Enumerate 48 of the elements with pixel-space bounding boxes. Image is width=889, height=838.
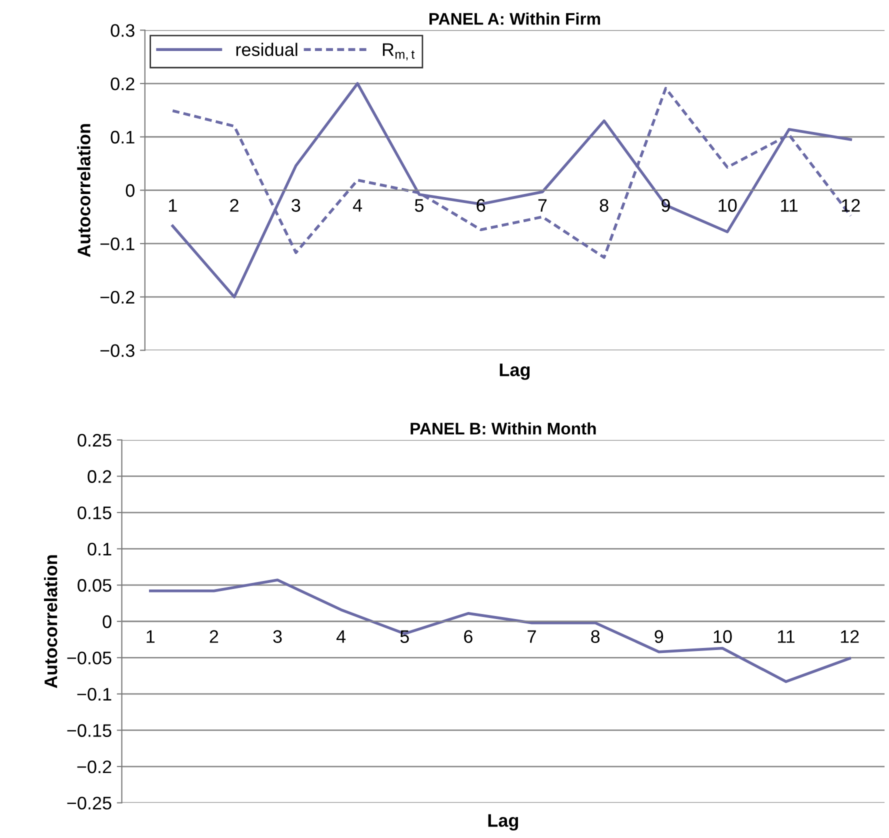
- y-tick-label: 0.1: [88, 542, 112, 556]
- x-tick-label: 4: [336, 630, 346, 643]
- x-tick-label: 8: [600, 199, 608, 212]
- y-tick-label: 0.25: [78, 434, 112, 447]
- y-tick-label: −0.25: [67, 796, 112, 810]
- legend-label: residual: [236, 42, 298, 56]
- y-tick-label: −0.2: [100, 290, 134, 304]
- y-axis-title: Autocorrelation: [77, 124, 90, 257]
- y-tick-label: 0.3: [110, 24, 134, 37]
- x-tick-label: 10: [718, 199, 737, 212]
- x-tick-label: 1: [146, 630, 155, 643]
- y-tick-label: −0.2: [77, 760, 112, 774]
- y-tick-label: 0.1: [110, 130, 134, 144]
- y-tick-label: 0.05: [78, 579, 112, 592]
- y-tick-label: −0.1: [77, 688, 112, 701]
- x-tick-label: 3: [273, 630, 282, 643]
- x-tick-label: 2: [210, 630, 218, 643]
- y-tick-label: −0.15: [67, 724, 112, 737]
- x-tick-label: 12: [842, 199, 860, 212]
- x-axis-title: Lag: [488, 814, 518, 831]
- y-tick-label: 0.2: [110, 77, 134, 90]
- chart-title: PANEL B: Within Month: [410, 422, 596, 435]
- y-tick-label: −0.1: [100, 238, 134, 250]
- y-tick-label: 0: [126, 184, 134, 197]
- x-tick-label: 7: [538, 199, 547, 212]
- legend-label: R$_{m,t}$: [382, 43, 415, 60]
- x-tick-label: 11: [778, 630, 795, 643]
- x-tick-label: 11: [781, 199, 798, 212]
- y-tick-label: 0: [102, 615, 112, 628]
- x-tick-label: 5: [414, 199, 424, 212]
- y-tick-label: 0.2: [88, 470, 112, 483]
- x-tick-label: 7: [528, 630, 536, 643]
- x-tick-label: 1: [169, 199, 177, 212]
- x-tick-label: 2: [230, 199, 238, 212]
- x-axis-title: Lag: [500, 364, 530, 380]
- chart-title: PANEL A: Within Firm: [430, 12, 600, 25]
- x-tick-label: 5: [400, 630, 409, 643]
- x-tick-label: 8: [591, 630, 600, 643]
- x-tick-label: 4: [352, 199, 362, 212]
- y-tick-label: −0.3: [100, 344, 134, 358]
- y-tick-label: −0.05: [67, 652, 112, 664]
- x-tick-label: 12: [840, 630, 859, 643]
- x-tick-label: 10: [714, 630, 732, 643]
- x-tick-label: 9: [654, 630, 664, 643]
- y-axis-title: Autocorrelation: [44, 555, 58, 688]
- y-tick-label: 0.15: [78, 506, 112, 520]
- x-tick-label: 3: [292, 199, 300, 212]
- x-tick-label: 6: [464, 630, 472, 643]
